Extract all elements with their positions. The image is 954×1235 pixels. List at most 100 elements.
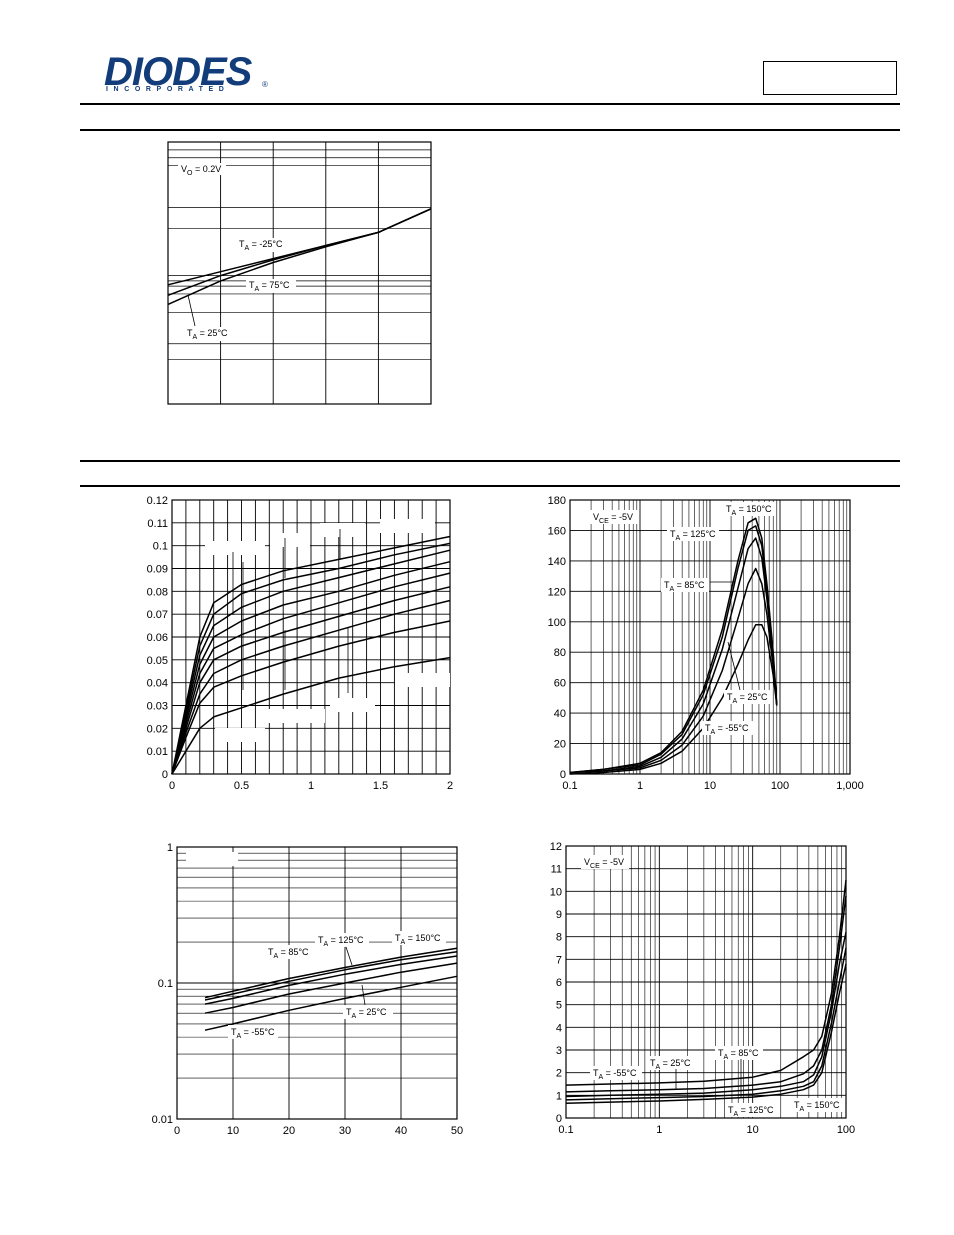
y-tick-label: 6 [556,977,562,989]
annotation-arrow [345,946,353,966]
plot-frame [569,499,851,775]
x-tick-label: 100 [837,1124,855,1136]
annotation-arrow [361,984,366,1006]
annotation-label: TA = 150°C [794,1100,840,1113]
label-mask [205,541,265,555]
x-tick-label: 0.1 [558,1124,573,1136]
y-tick-label: 0 [560,769,566,781]
annotation-label: TA = -25°C [239,239,283,252]
label-mask [715,1046,763,1060]
series-line [565,895,847,1093]
plot-frame [176,846,458,1120]
label-mask [184,327,234,341]
x-tick-label: 30 [339,1125,351,1137]
x-tick-label: 40 [395,1125,407,1137]
label-mask [590,510,638,524]
series-line [569,525,778,774]
y-tick-label: 0.06 [147,632,168,644]
y-tick-label: 0.07 [147,609,168,621]
registered-mark: ® [262,80,268,89]
label-mask [661,578,709,592]
y-tick-label: 0.1 [158,978,173,990]
x-tick-label: 1.5 [373,780,388,792]
plot-frame [167,141,432,405]
series-line [204,962,458,1014]
label-mask [667,527,719,541]
x-tick-label: 50 [451,1125,463,1137]
label-mask [236,238,292,252]
annotation-label: TA = -55°C [593,1068,637,1081]
annotation-label: VCE = -5V [584,857,624,870]
label-mask [320,523,365,537]
y-tick-label: 0.01 [152,1114,173,1126]
x-tick-label: 0 [169,780,175,792]
annotation-label: TA = -55°C [231,1027,275,1040]
plot-frame [565,845,847,1119]
annotation-arrow [727,641,741,691]
label-mask [246,279,296,293]
annotation-label: TA = 25°C [187,328,228,341]
y-tick-label: 80 [554,647,566,659]
y-tick-label: 12 [550,841,562,853]
logo-text: DIODES [104,50,252,94]
annotation-label: TA = 150°C [395,933,441,946]
label-mask [330,698,375,712]
annotation-label: TA = 85°C [718,1048,759,1061]
label-mask [647,1056,695,1070]
label-mask [581,855,629,869]
x-tick-label: 1 [656,1124,662,1136]
y-tick-label: 0.11 [147,518,168,530]
y-tick-label: 100 [548,617,566,629]
x-tick-label: 1 [308,780,314,792]
label-mask [186,852,238,866]
series-line [167,208,432,297]
series-line [569,567,778,774]
series-line [204,950,458,1001]
y-tick-label: 0 [556,1113,562,1125]
label-mask [215,728,265,742]
annotation-label: VO = 0.2V [181,164,221,177]
label-mask [725,1103,777,1117]
plot-frame [171,499,451,775]
y-tick-label: 0 [162,769,168,781]
series-line [171,549,451,775]
y-tick-label: 0.02 [147,723,168,735]
series-line [204,975,458,1031]
y-tick-label: 11 [551,864,562,876]
series-line [171,542,451,775]
y-tick-label: 3 [556,1045,562,1057]
y-tick-label: 0.12 [147,495,168,507]
series-line [569,537,778,774]
series-line [565,879,847,1086]
x-tick-label: 20 [283,1125,295,1137]
annotation-label: TA = 25°C [650,1058,691,1071]
series-line [171,656,451,775]
label-mask [395,673,450,687]
label-mask [343,1005,393,1019]
label-mask [270,533,310,547]
x-tick-label: 0.1 [562,780,577,792]
series-line [171,620,451,775]
annotation-label: TA = 150°C [726,504,772,517]
series-line [565,963,847,1105]
y-tick-label: 10 [550,886,562,898]
x-tick-label: 100 [771,780,789,792]
chart-mid-left: 0 0.5 1 1.5 2 0 0.01 0.02 0.03 0.04 0.05 0.06 0.07 0.… [147,495,453,792]
x-tick-label: 1,000 [836,780,864,792]
label-mask [724,690,772,704]
y-tick-label: 0.08 [147,586,168,598]
y-tick-label: 40 [554,708,566,720]
part-number-box [763,61,897,95]
y-tick-label: 0.01 [147,746,168,758]
x-tick-label: 10 [227,1125,239,1137]
annotation-label: TA = 125°C [670,529,716,542]
series-line [171,599,451,775]
series-line [171,560,451,775]
label-mask [178,163,226,175]
label-mask [723,502,775,516]
series-line [171,586,451,775]
y-tick-label: 7 [556,954,562,966]
y-tick-label: 0.1 [153,541,168,553]
y-tick-label: 8 [556,932,562,944]
chart-mid-right: 0.1 1 10 100 1,000 0 20 40 60 80 100 120 140 160 180 VC… [548,495,864,792]
